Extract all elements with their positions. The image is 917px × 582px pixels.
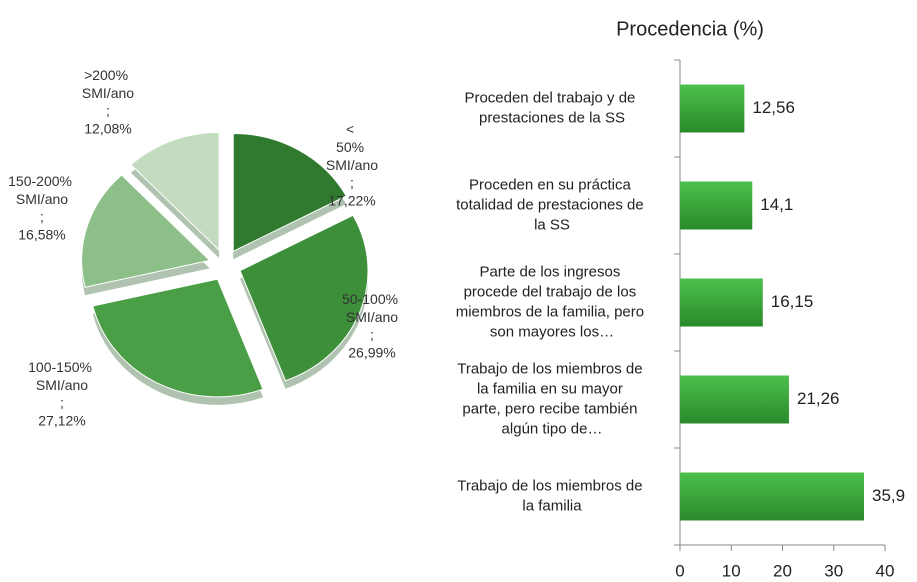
y-tick-label: Trabajo de los miembros de la familia en…	[457, 360, 647, 437]
pie-slice	[232, 133, 347, 253]
x-tick-label: 30	[824, 561, 843, 580]
value-label: 16,15	[771, 292, 814, 311]
chart-title: Procedencia (%)	[616, 18, 764, 40]
value-label: 21,26	[797, 389, 840, 408]
value-label: 35,9	[872, 486, 905, 505]
pie-slice	[81, 174, 211, 288]
slice-label-separator: ;	[40, 209, 44, 225]
slice-label-separator: ;	[370, 327, 374, 343]
slice-label-separator: ;	[106, 103, 110, 119]
slice-value-label: 27,12%	[38, 413, 85, 429]
x-tick-label: 40	[876, 561, 895, 580]
y-tick-label: Trabajo de los miembros de la familia	[457, 477, 647, 514]
x-tick-label: 10	[722, 561, 741, 580]
x-tick-label: 0	[675, 561, 684, 580]
slice-label: 100-150% SMI/ano	[28, 359, 96, 393]
bar	[680, 278, 763, 327]
y-tick-label: Proceden del trabajo y de prestaciones d…	[464, 89, 639, 126]
slice-label: < 50% SMI/ano	[326, 121, 378, 173]
slice-value-label: 26,99%	[348, 345, 395, 361]
slice-label-separator: ;	[60, 395, 64, 411]
value-label: 12,56	[752, 98, 795, 117]
slice-label: >200% SMI/ano	[82, 67, 134, 101]
slice-label-separator: ;	[350, 175, 354, 191]
slice-value-label: 12,08%	[84, 121, 131, 137]
slice-value-label: 17,22%	[328, 193, 375, 209]
bar	[680, 84, 745, 133]
value-label: 14,1	[760, 195, 793, 214]
slice-value-label: 16,58%	[18, 227, 65, 243]
bar	[680, 472, 864, 521]
slice-label: 50-100% SMI/ano	[342, 291, 402, 325]
pie-slice	[239, 214, 369, 382]
slice-label: 150-200% SMI/ano	[8, 173, 76, 207]
y-tick-label: Proceden en su práctica totalidad de pre…	[456, 176, 648, 233]
pie-slice	[130, 131, 220, 252]
x-tick-label: 20	[773, 561, 792, 580]
bar	[680, 181, 753, 230]
bar	[680, 375, 789, 424]
pie-slice	[92, 278, 264, 398]
y-tick-label: Parte de los ingresos procede del trabaj…	[456, 263, 649, 340]
